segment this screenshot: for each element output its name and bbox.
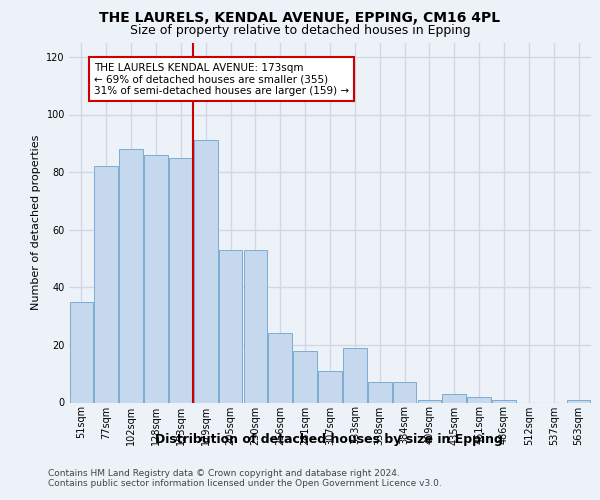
Bar	[318, 371, 342, 402]
Text: THE LAURELS KENDAL AVENUE: 173sqm
← 69% of detached houses are smaller (355)
31%: THE LAURELS KENDAL AVENUE: 173sqm ← 69% …	[94, 62, 349, 96]
Text: Size of property relative to detached houses in Epping: Size of property relative to detached ho…	[130, 24, 470, 37]
Bar	[492, 400, 516, 402]
Text: THE LAURELS, KENDAL AVENUE, EPPING, CM16 4PL: THE LAURELS, KENDAL AVENUE, EPPING, CM16…	[100, 11, 500, 25]
Bar	[368, 382, 392, 402]
Bar	[268, 334, 292, 402]
Bar	[343, 348, 367, 403]
Bar	[467, 396, 491, 402]
Bar	[119, 149, 143, 403]
Bar	[244, 250, 267, 402]
Bar	[70, 302, 93, 402]
Bar	[94, 166, 118, 402]
Bar	[442, 394, 466, 402]
Y-axis label: Number of detached properties: Number of detached properties	[31, 135, 41, 310]
Bar	[144, 155, 168, 402]
Bar	[194, 140, 218, 402]
Text: Distribution of detached houses by size in Epping: Distribution of detached houses by size …	[155, 432, 503, 446]
Text: Contains HM Land Registry data © Crown copyright and database right 2024.
Contai: Contains HM Land Registry data © Crown c…	[48, 469, 442, 488]
Bar	[393, 382, 416, 402]
Bar	[293, 350, 317, 403]
Bar	[418, 400, 441, 402]
Bar	[567, 400, 590, 402]
Bar	[219, 250, 242, 402]
Bar	[169, 158, 193, 402]
